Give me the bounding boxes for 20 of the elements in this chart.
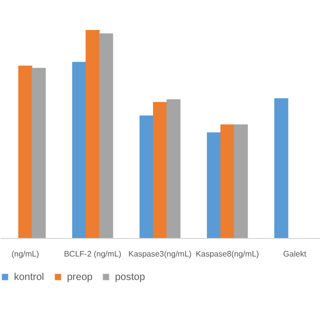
bar — [72, 62, 86, 238]
bar — [274, 98, 288, 238]
legend-label: kontrol — [14, 272, 44, 283]
bar — [32, 68, 46, 238]
bar — [153, 102, 167, 238]
bar — [206, 132, 221, 238]
x-tick-label: Galekt — [283, 250, 308, 258]
x-tick-label: Kaspase8(ng/mL) — [196, 250, 260, 258]
bar — [86, 30, 100, 238]
bar — [99, 33, 114, 238]
bar — [166, 99, 180, 238]
bar — [18, 66, 32, 238]
bar — [220, 124, 234, 238]
legend-label: postop — [115, 272, 146, 283]
x-tick-label: (ng/mL) — [11, 250, 40, 258]
x-tick-label: Kaspase3(ng/mL) — [128, 250, 192, 258]
bar — [234, 124, 248, 238]
x-tick-label: BCLF-2 (ng/mL) — [64, 250, 122, 258]
bar — [140, 115, 154, 238]
legend-label: preop — [67, 272, 94, 283]
